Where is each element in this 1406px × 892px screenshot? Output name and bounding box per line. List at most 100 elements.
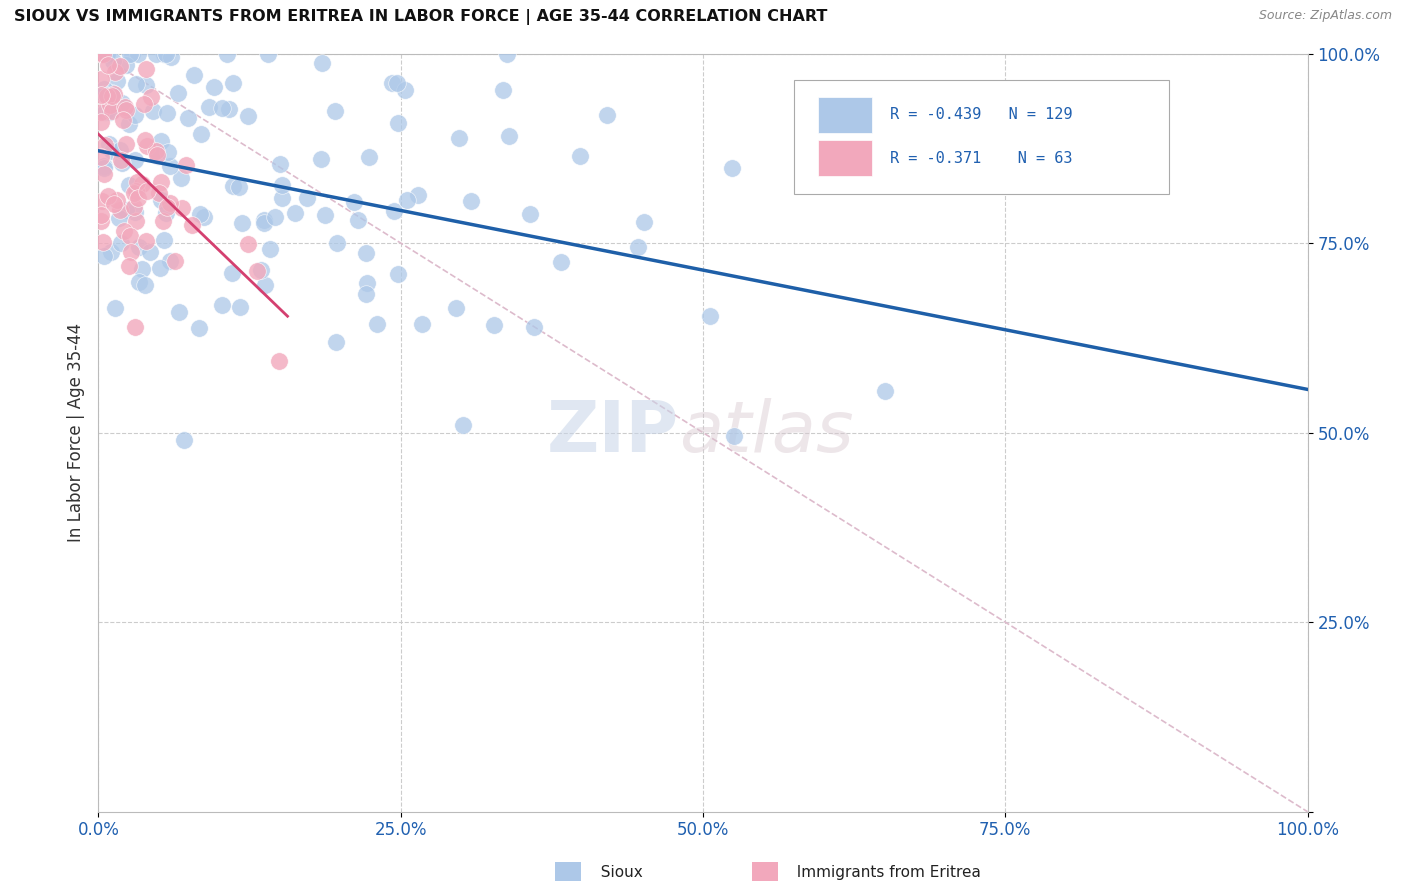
Point — [396, 193, 419, 207]
Point — [218, 103, 240, 117]
Point — [120, 46, 142, 61]
Point — [124, 320, 146, 334]
Point — [408, 188, 430, 202]
Point — [167, 87, 190, 101]
Point — [153, 233, 176, 247]
Point — [103, 87, 125, 102]
Point — [145, 46, 167, 61]
Point — [165, 254, 187, 268]
Point — [188, 207, 211, 221]
Point — [122, 186, 145, 201]
Bar — [818, 96, 872, 133]
Point — [122, 200, 145, 214]
Text: atlas: atlas — [679, 398, 853, 467]
Point — [131, 261, 153, 276]
Point — [90, 71, 112, 86]
Point — [394, 83, 416, 97]
Point — [120, 244, 142, 259]
Point — [108, 211, 131, 225]
Point — [309, 153, 332, 167]
Point — [356, 276, 378, 290]
Point — [156, 145, 179, 160]
Point — [343, 194, 366, 209]
Point — [97, 58, 120, 72]
Point — [110, 236, 132, 251]
Point — [271, 191, 294, 205]
Point — [170, 171, 193, 186]
Point — [98, 137, 121, 152]
Point — [193, 211, 215, 225]
Point — [104, 64, 127, 78]
Point — [381, 76, 404, 90]
Point — [496, 46, 519, 61]
Point — [115, 103, 138, 118]
Text: ZIP: ZIP — [547, 398, 679, 467]
Point — [90, 208, 112, 222]
Point — [354, 287, 377, 301]
Point — [101, 87, 124, 101]
Point — [160, 49, 183, 63]
Point — [596, 108, 619, 122]
Point — [173, 433, 195, 447]
Point — [492, 83, 515, 97]
Text: SIOUX VS IMMIGRANTS FROM ERITREA IN LABOR FORCE | AGE 35-44 CORRELATION CHART: SIOUX VS IMMIGRANTS FROM ERITREA IN LABO… — [14, 9, 828, 25]
Point — [142, 104, 165, 119]
Point — [118, 178, 141, 192]
Point — [111, 96, 134, 111]
Point — [325, 335, 347, 350]
Point — [111, 113, 134, 128]
Point — [139, 245, 162, 260]
Point — [873, 384, 896, 398]
Point — [451, 417, 474, 432]
Point — [93, 81, 115, 95]
Point — [124, 153, 146, 167]
Point — [118, 228, 141, 243]
Point — [108, 143, 131, 157]
Point — [387, 267, 409, 281]
Point — [411, 317, 433, 331]
Point — [246, 264, 269, 278]
Point — [125, 185, 148, 199]
Point — [118, 117, 141, 131]
Point — [444, 301, 467, 316]
Point — [145, 144, 167, 158]
Point — [118, 259, 141, 273]
Point — [159, 159, 181, 173]
Point — [110, 156, 132, 170]
Point — [155, 206, 177, 220]
Point — [238, 237, 260, 252]
Point — [181, 218, 204, 232]
Point — [90, 150, 112, 164]
Point — [136, 184, 159, 198]
Point — [269, 157, 291, 171]
Point — [134, 133, 156, 147]
Point — [498, 128, 520, 143]
Point — [523, 320, 546, 334]
Point — [115, 136, 138, 151]
Point — [148, 149, 170, 163]
Point — [217, 46, 239, 61]
Point — [211, 101, 233, 115]
Point — [128, 275, 150, 289]
Point — [103, 197, 125, 211]
Point — [460, 194, 482, 208]
Point — [387, 76, 409, 90]
Point — [449, 131, 471, 145]
Point — [101, 104, 124, 119]
Point — [633, 215, 655, 229]
Point — [136, 139, 159, 153]
Point — [271, 178, 294, 193]
Point — [96, 46, 118, 61]
Point — [98, 105, 121, 120]
Point — [264, 210, 287, 224]
Point — [146, 147, 169, 161]
Point — [112, 224, 135, 238]
Point — [135, 78, 157, 93]
Point — [90, 88, 112, 103]
Point — [93, 159, 115, 173]
Point — [257, 46, 280, 61]
Point — [236, 109, 259, 123]
Point — [231, 216, 253, 230]
Point — [93, 46, 115, 61]
Point — [124, 108, 146, 122]
